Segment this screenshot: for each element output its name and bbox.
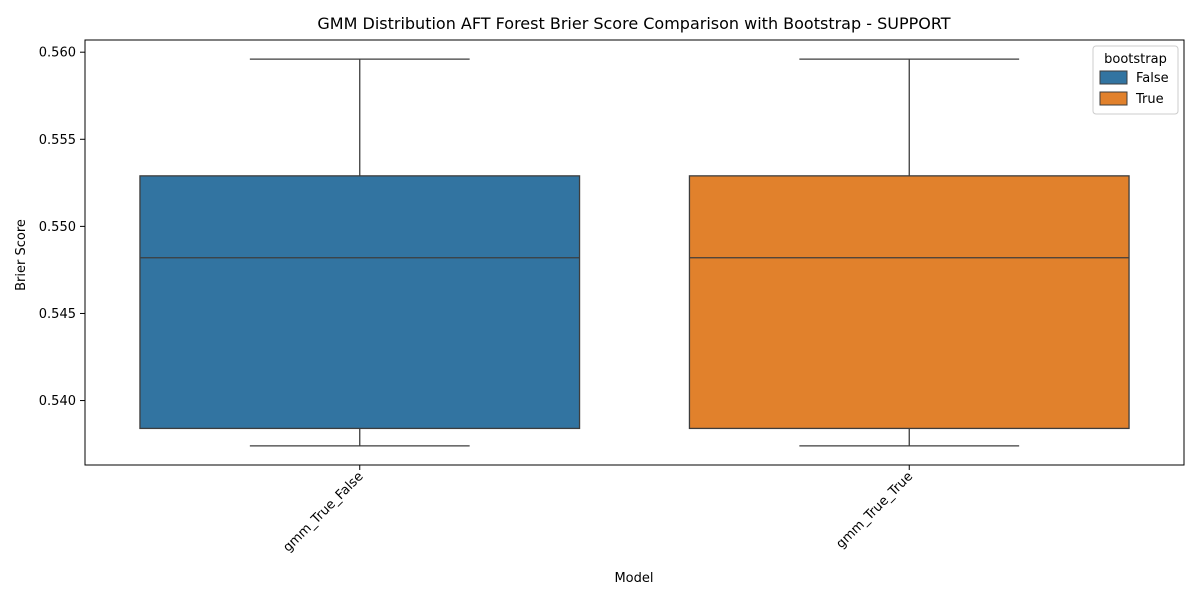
legend-label-false: False	[1136, 71, 1169, 86]
iqr-box	[688, 175, 1130, 430]
legend-swatch-false	[1099, 70, 1128, 85]
y-tick-label: 0.545	[39, 307, 76, 322]
legend: bootstrap False True	[1092, 45, 1179, 115]
plot-area: 0.540 0.545 0.550 0.555 0.560 gmm_True_False g…	[39, 39, 1185, 555]
box-true	[688, 58, 1130, 447]
y-tick-label: 0.560	[39, 46, 76, 61]
axes-frame	[84, 39, 1185, 466]
legend-title: bootstrap	[1104, 52, 1167, 67]
x-tick-label: gmm_True_True	[833, 469, 916, 552]
x-axis-label: Model	[614, 571, 653, 586]
x-tick-label: gmm_True_False	[280, 469, 366, 555]
y-tick-label: 0.555	[39, 133, 76, 148]
box-false	[139, 58, 581, 447]
y-tick-label: 0.540	[39, 394, 76, 409]
y-tick-label: 0.550	[39, 220, 76, 235]
y-axis-label: Brier Score	[14, 219, 29, 291]
chart-title: GMM Distribution AFT Forest Brier Score …	[317, 14, 950, 33]
iqr-box	[139, 175, 581, 430]
legend-label-true: True	[1135, 92, 1164, 107]
legend-swatch-true	[1099, 91, 1128, 106]
